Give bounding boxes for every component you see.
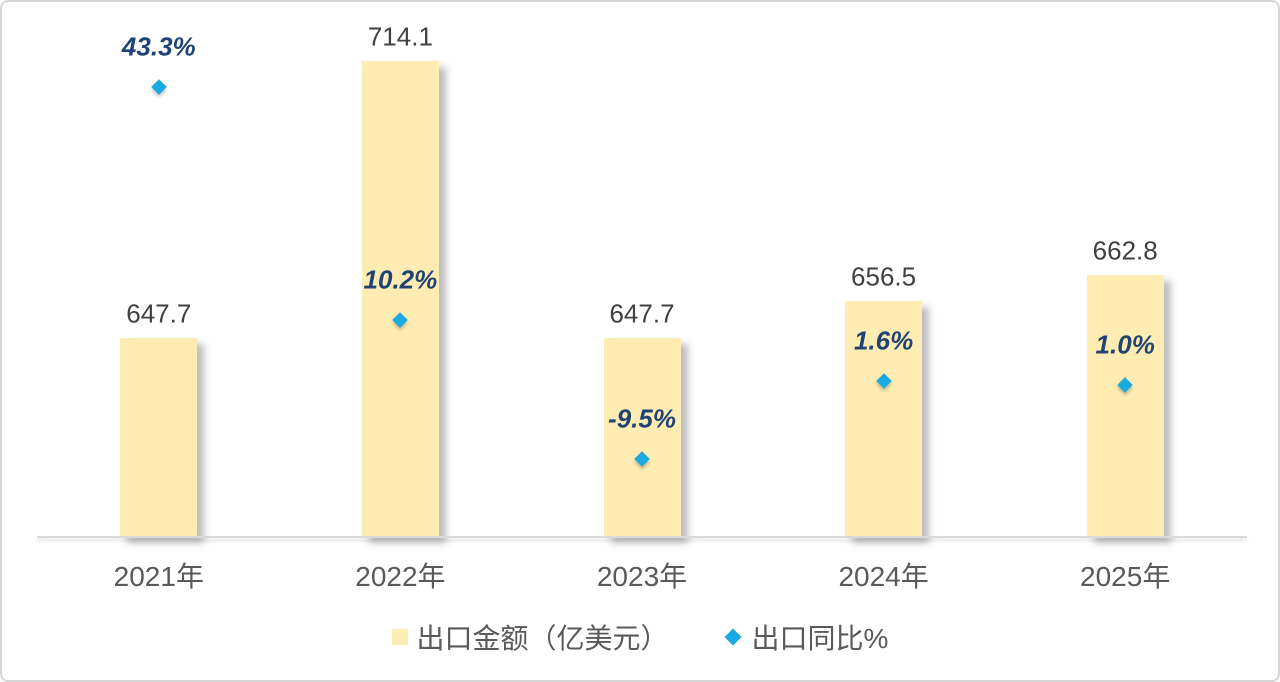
bar: [120, 338, 198, 537]
legend-item-export-yoy: 出口同比%: [723, 617, 889, 657]
legend-diamond-swatch-icon: [724, 628, 742, 646]
bar: [1086, 275, 1164, 537]
bar: [603, 338, 681, 537]
yoy-percent-label: 10.2%: [363, 264, 438, 295]
bar-value-label: 714.1: [367, 21, 433, 52]
legend-bar-swatch-icon: [391, 629, 408, 645]
legend-label-export-amount: 出口金额（亿美元）: [416, 623, 669, 654]
x-axis-label: 2021年: [113, 561, 204, 592]
x-axis-label: 2025年: [1080, 561, 1171, 592]
x-axis-label: 2023年: [596, 561, 688, 592]
yoy-percent-label: 1.0%: [1095, 329, 1155, 360]
bar: [845, 301, 923, 537]
bar: [361, 61, 439, 537]
bar-value-label: 656.5: [851, 261, 917, 292]
legend-label-export-yoy: 出口同比%: [751, 623, 889, 654]
legend-item-export-amount: 出口金额（亿美元）: [391, 617, 669, 657]
x-axis-line: [37, 536, 1247, 538]
bar-value-label: 647.7: [609, 298, 675, 329]
bar-value-label: 647.7: [126, 298, 192, 329]
yoy-diamond-marker-icon: [151, 79, 167, 95]
yoy-percent-label: 43.3%: [121, 31, 196, 62]
yoy-percent-label: 1.6%: [853, 325, 914, 356]
x-axis-label: 2022年: [355, 561, 446, 592]
legend: 出口金额（亿美元） 出口同比%: [2, 619, 1278, 655]
yoy-percent-label: -9.5%: [608, 403, 676, 434]
x-axis-label: 2024年: [838, 561, 929, 592]
bar-value-label: 662.8: [1092, 235, 1158, 266]
